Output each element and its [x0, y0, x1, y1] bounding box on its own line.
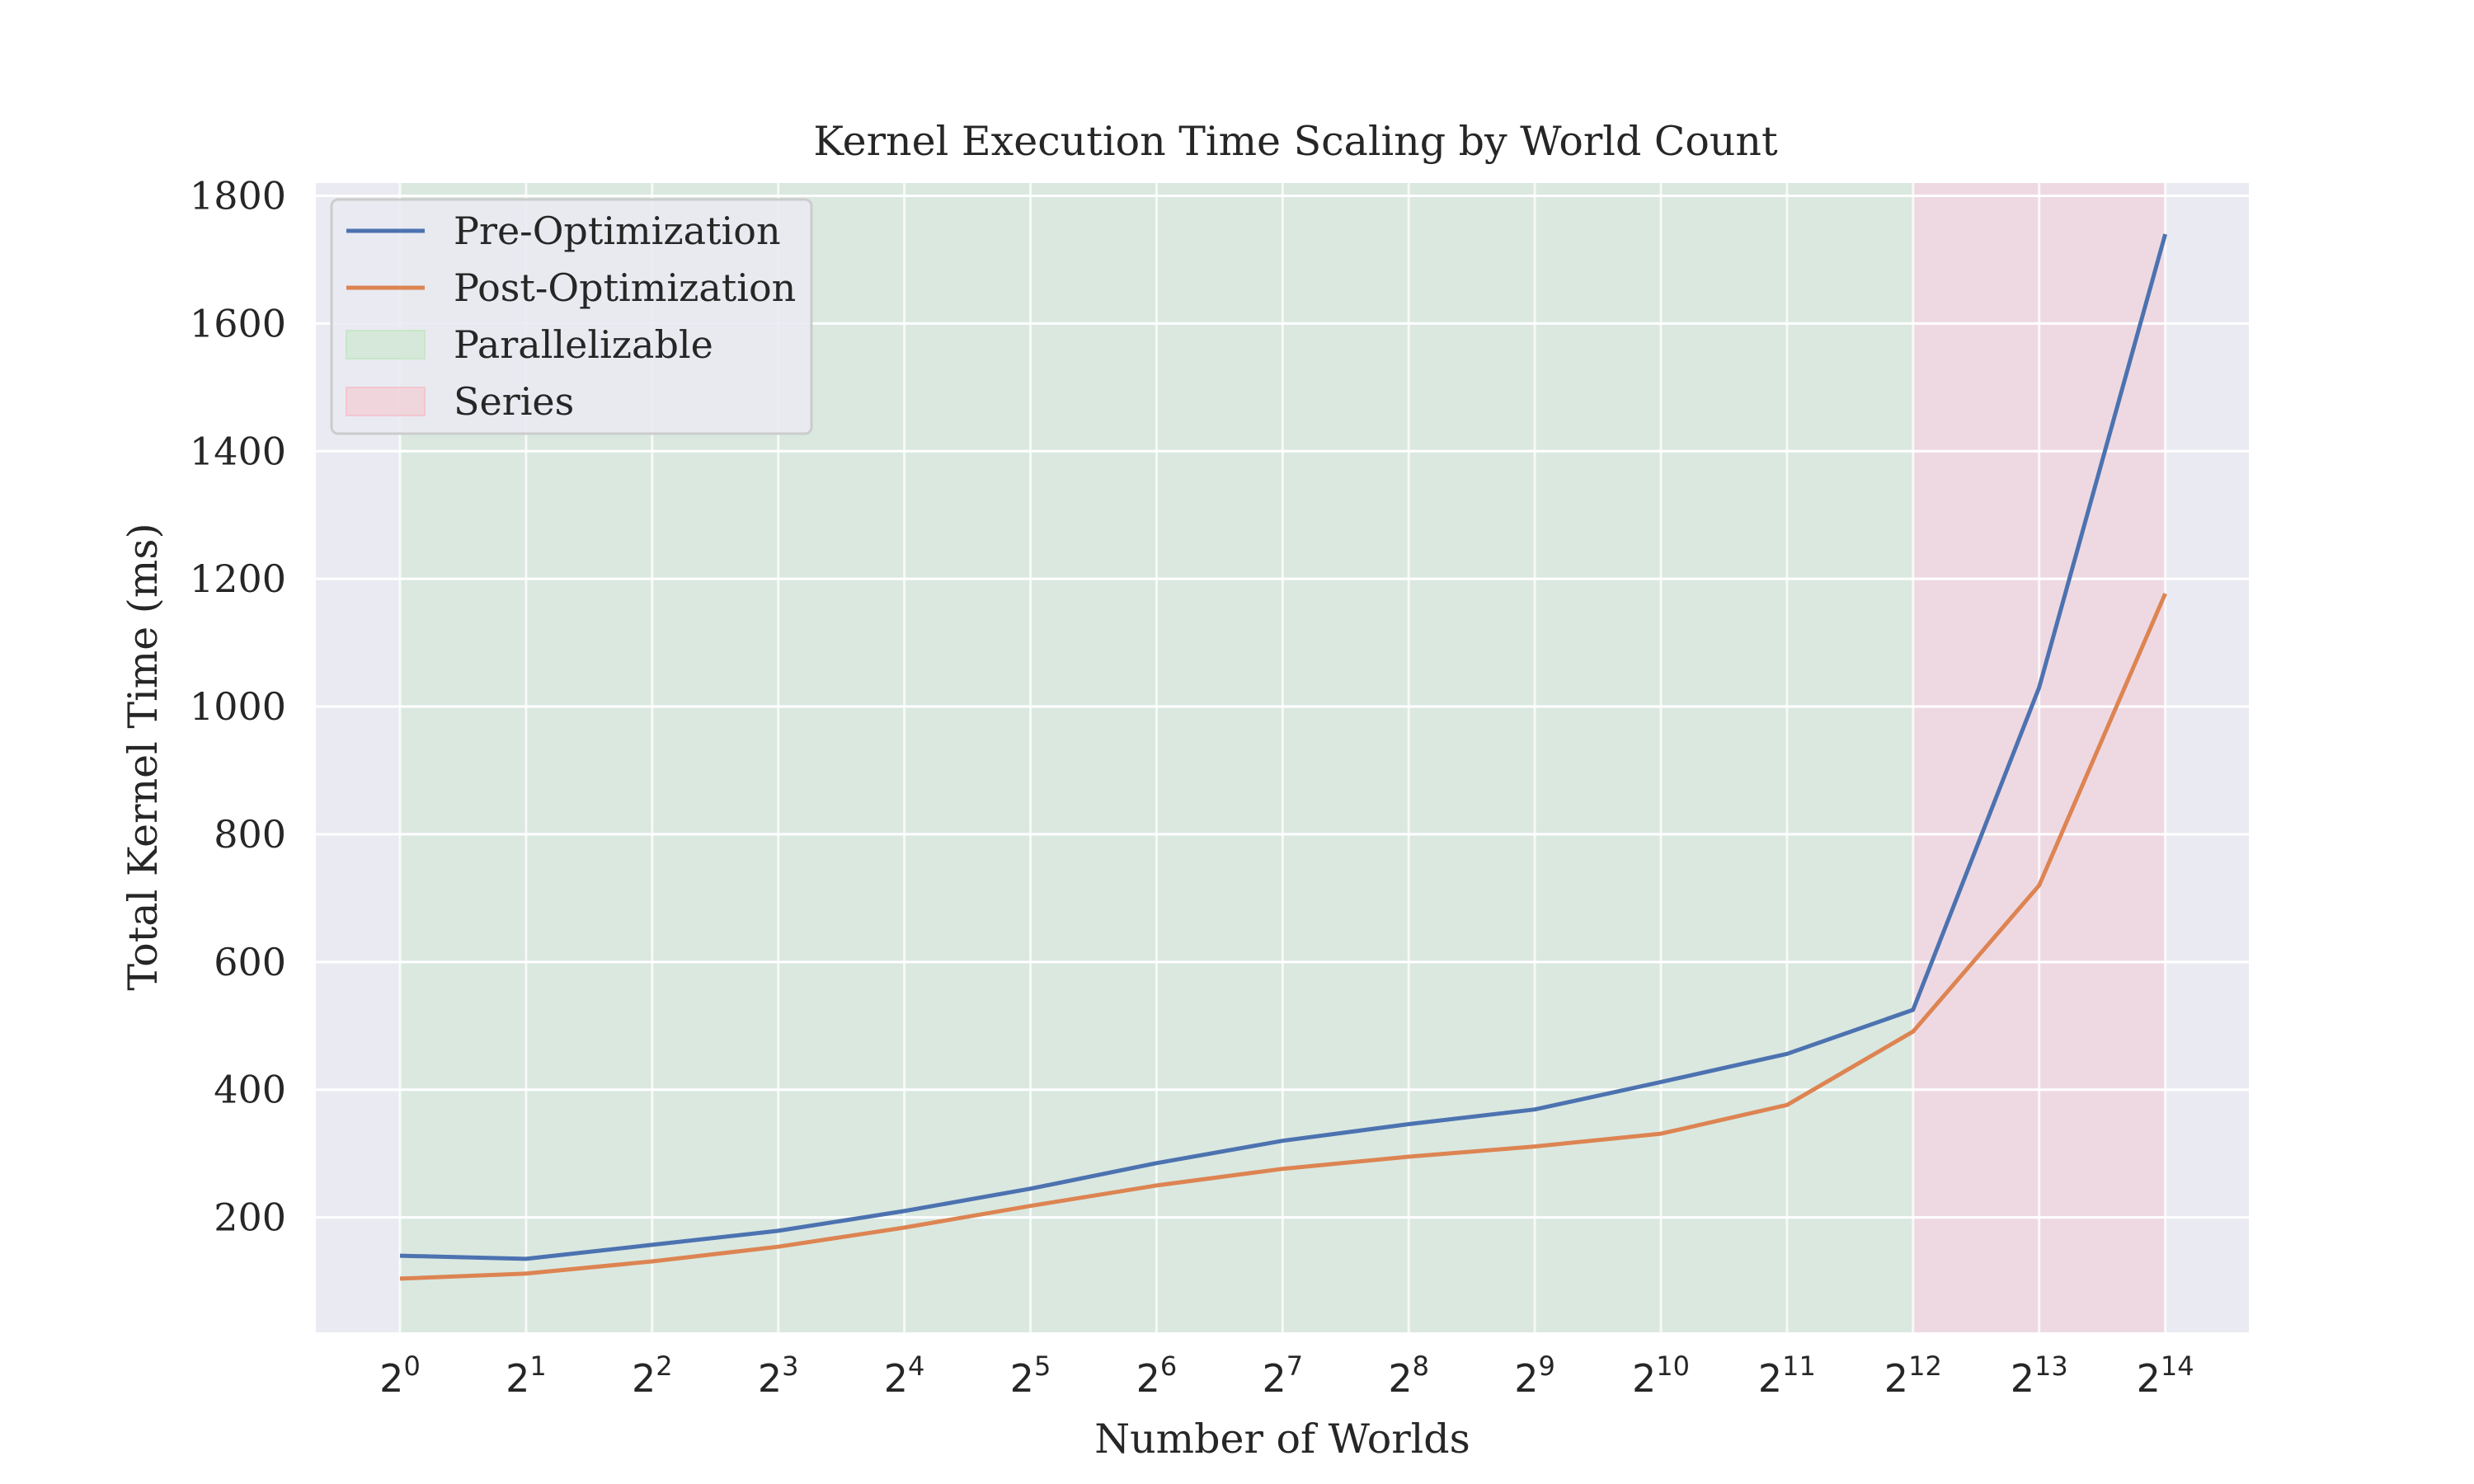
x-tick-label: 24: [884, 1350, 925, 1401]
x-tick-label: 211: [1758, 1350, 1816, 1401]
legend-label: Series: [454, 379, 574, 424]
y-tick-label: 1200: [190, 556, 286, 601]
y-tick-label: 400: [214, 1068, 286, 1112]
legend-swatch-patch: [346, 387, 426, 416]
legend-label: Parallelizable: [454, 322, 713, 367]
y-tick-label: 600: [214, 940, 286, 984]
y-tick-label: 200: [214, 1195, 286, 1240]
x-tick-label: 213: [2011, 1350, 2068, 1401]
legend: Pre-Optimization Post-Optimization Paralle…: [330, 198, 813, 435]
x-tick-label: 25: [1010, 1350, 1051, 1401]
y-tick-label: 1600: [190, 301, 286, 345]
x-axis-label: Number of Worlds: [1094, 1416, 1470, 1463]
y-tick-label: 800: [214, 812, 286, 857]
x-tick-label: 26: [1136, 1350, 1178, 1401]
series-line-post-optimization: [399, 593, 2167, 1281]
x-tick-label: 23: [758, 1350, 799, 1401]
x-tick-label: 210: [1632, 1350, 1690, 1401]
legend-box: [330, 198, 813, 435]
x-tick-label: 29: [1514, 1350, 1555, 1401]
x-tick-label: 28: [1388, 1350, 1429, 1401]
legend-swatch-patch: [346, 330, 426, 359]
x-tick-label: 21: [506, 1350, 547, 1401]
chart-title: Kernel Execution Time Scaling by World C…: [813, 118, 1778, 165]
x-tick-label: 22: [632, 1350, 673, 1401]
legend-label: Post-Optimization: [454, 265, 796, 310]
y-tick-label: 1400: [190, 429, 286, 473]
y-tick-label: 1800: [190, 173, 286, 218]
x-tick-label: 20: [379, 1350, 421, 1401]
x-tick-label: 214: [2137, 1350, 2194, 1401]
legend-label: Pre-Optimization: [454, 209, 781, 253]
x-tick-label: 27: [1262, 1350, 1303, 1401]
x-tick-label: 212: [1884, 1350, 1942, 1401]
y-tick-label: 1000: [190, 684, 286, 729]
series-line-pre-optimization: [399, 233, 2168, 1261]
y-axis-label: Total Kernel Time (ms): [120, 523, 167, 990]
